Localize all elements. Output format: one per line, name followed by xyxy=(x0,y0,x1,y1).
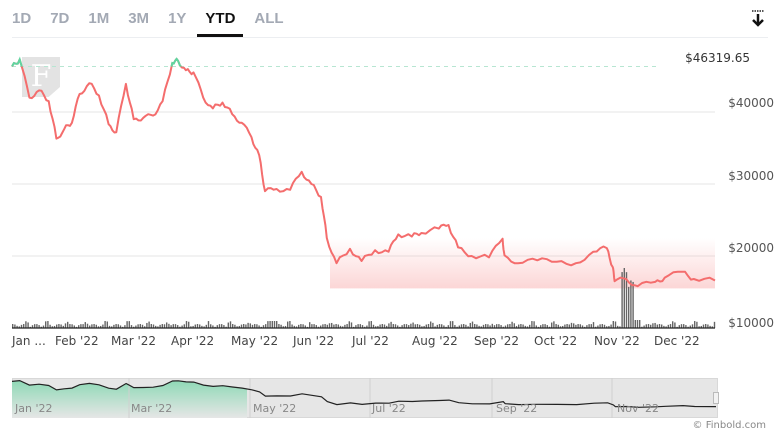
nav-tick: May '22 xyxy=(253,402,297,415)
x-tick: Mar '22 xyxy=(111,334,157,348)
start-price-label: $46319.65 xyxy=(685,51,750,65)
download-arrow-icon[interactable] xyxy=(750,8,766,28)
y-tick-10000: $10000 xyxy=(728,316,774,330)
nav-tick: Jul '22 xyxy=(372,402,406,415)
finbold-logo: F xyxy=(22,57,60,97)
navigator-series[interactable] xyxy=(12,378,718,418)
x-tick: Jun '22 xyxy=(293,334,335,348)
credit: © Finbold.com xyxy=(692,420,766,431)
divider xyxy=(12,37,768,38)
tab-3m[interactable]: 3M xyxy=(128,10,150,27)
x-tick: Nov '22 xyxy=(594,334,640,348)
tab-1y[interactable]: 1Y xyxy=(168,10,187,27)
x-tick: May '22 xyxy=(231,334,279,348)
x-tick: Aug '22 xyxy=(412,334,458,348)
x-tick: Dec '22 xyxy=(654,334,700,348)
nav-tick: Mar '22 xyxy=(131,402,173,415)
nav-tick: Sep '22 xyxy=(496,402,538,415)
nav-tick: Nov '22 xyxy=(617,402,659,415)
tab-ytd[interactable]: YTD xyxy=(197,0,244,37)
x-tick: Jan ... xyxy=(12,334,46,348)
y-tick-30000: $30000 xyxy=(728,169,774,183)
y-tick-20000: $20000 xyxy=(728,241,774,255)
navigator-handle-right[interactable] xyxy=(713,392,719,404)
price-chart[interactable] xyxy=(0,38,780,338)
x-tick: Apr '22 xyxy=(171,334,215,348)
x-tick: Jul '22 xyxy=(352,334,389,348)
x-tick: Oct '22 xyxy=(534,334,578,348)
tab-1m[interactable]: 1M xyxy=(88,10,110,27)
tab-1d[interactable]: 1D xyxy=(12,10,32,27)
tab-7d[interactable]: 7D xyxy=(50,10,70,27)
y-tick-40000: $40000 xyxy=(728,96,774,110)
time-range-tabs: 1D 7D 1M 3M 1Y YTD ALL xyxy=(12,0,303,37)
nav-tick: Jan '22 xyxy=(15,402,53,415)
tab-all[interactable]: ALL xyxy=(254,10,284,27)
x-tick: Feb '22 xyxy=(55,334,99,348)
x-tick: Sep '22 xyxy=(474,334,519,348)
